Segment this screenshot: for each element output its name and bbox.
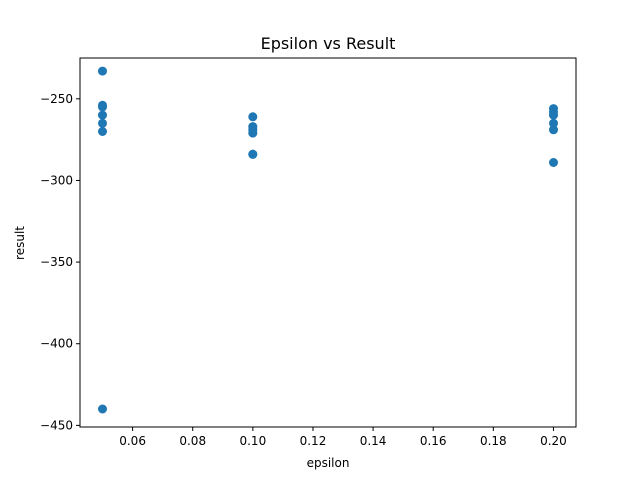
y-axis: −250 −300 −350 −400 −450 bbox=[40, 92, 80, 432]
data-point bbox=[248, 128, 258, 138]
x-tick-label: 0.16 bbox=[420, 434, 447, 448]
data-point bbox=[98, 118, 107, 128]
data-point bbox=[98, 404, 107, 414]
x-tick-label: 0.06 bbox=[119, 434, 146, 448]
x-tick-label: 0.10 bbox=[239, 434, 266, 448]
x-tick-label: 0.18 bbox=[480, 434, 507, 448]
y-axis-label: result bbox=[13, 226, 27, 260]
plot-area bbox=[98, 66, 558, 414]
y-tick-label: −400 bbox=[40, 337, 73, 351]
data-point bbox=[98, 110, 107, 120]
data-point bbox=[248, 112, 258, 122]
data-point bbox=[549, 110, 558, 120]
x-tick-label: 0.14 bbox=[360, 434, 387, 448]
x-axis-label: epsilon bbox=[307, 456, 350, 470]
axes-frame bbox=[79, 57, 577, 428]
data-point bbox=[549, 158, 558, 167]
x-tick-label: 0.08 bbox=[179, 434, 206, 448]
x-tick-label: 0.12 bbox=[300, 434, 327, 448]
data-point bbox=[98, 66, 107, 76]
data-point bbox=[98, 102, 107, 112]
x-axis: 0.06 0.08 0.10 0.12 0.14 0.16 0.18 0.20 bbox=[119, 427, 567, 448]
y-tick-label: −450 bbox=[40, 418, 73, 432]
y-tick-label: −300 bbox=[40, 173, 73, 187]
y-tick-label: −250 bbox=[40, 92, 73, 106]
chart-title: Epsilon vs Result bbox=[261, 34, 396, 53]
x-tick-label: 0.20 bbox=[540, 434, 567, 448]
y-tick-label: −350 bbox=[40, 255, 73, 269]
data-point bbox=[248, 149, 258, 159]
data-point bbox=[549, 125, 558, 135]
data-point bbox=[98, 127, 107, 136]
data-point bbox=[549, 118, 558, 128]
